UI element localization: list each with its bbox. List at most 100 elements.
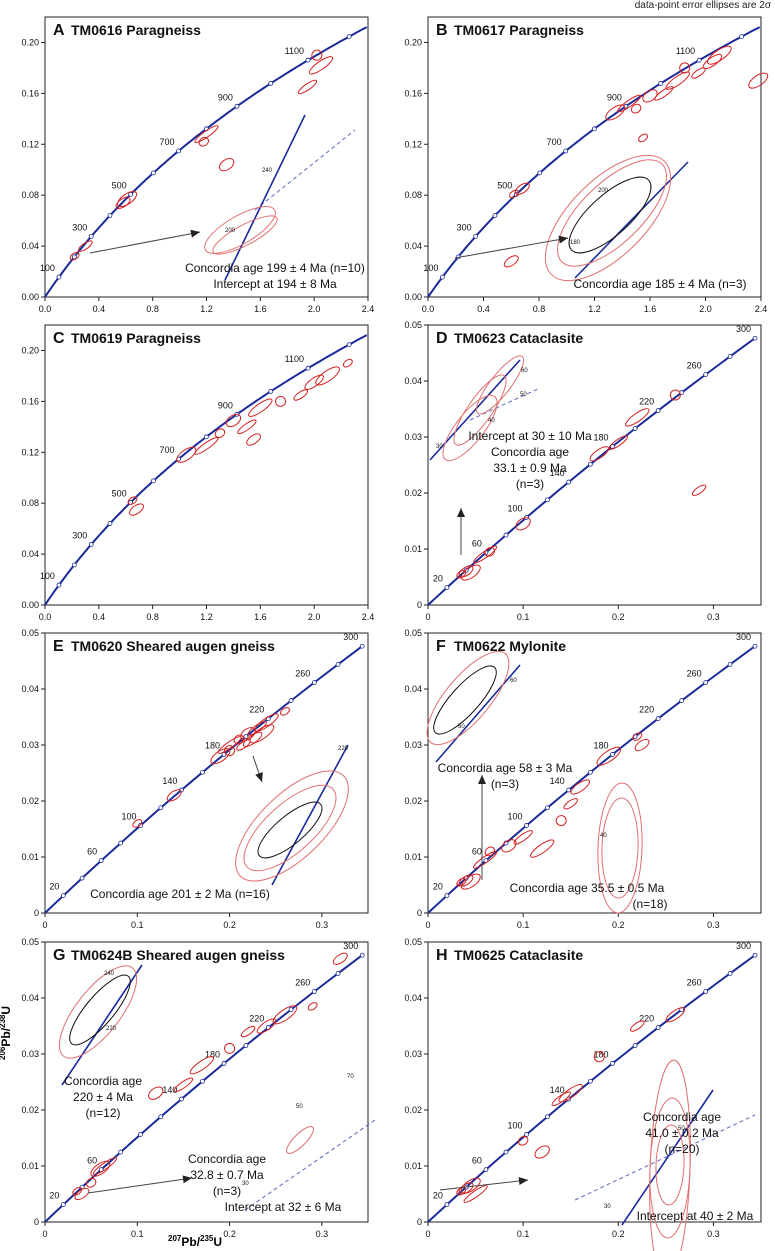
- zoom-arrow: [439, 1179, 529, 1191]
- inset-ellipse: [257, 801, 323, 859]
- zoom-arrow-head: [190, 229, 200, 238]
- inset-ellipse: [453, 374, 507, 446]
- age-marker: [268, 389, 274, 394]
- age-marker: [176, 148, 181, 154]
- concordia-age-label: 20: [433, 574, 443, 584]
- result-text: (n=3): [491, 777, 519, 791]
- panel-b: 0.0 0.4 0.8 1.2 1.6 2.0 2.4 0.00 0.04 0.08 0.12 0.1…: [404, 16, 769, 314]
- age-marker: [268, 81, 274, 86]
- concordia-age-label: 300: [736, 324, 751, 334]
- concordia-age-label: 20: [433, 882, 443, 892]
- concordia-age-label: 180: [594, 740, 609, 750]
- age-marker: [587, 1078, 593, 1084]
- x-tick-label: 0.3: [316, 1229, 329, 1239]
- inset-concordia: [621, 1089, 714, 1226]
- panel-letter: A: [53, 22, 65, 39]
- result-text: Intercept at 194 ± 8 Ma: [213, 277, 337, 291]
- data-ellipse: [308, 56, 334, 75]
- data-ellipse: [529, 839, 555, 858]
- inset-discordia: [469, 387, 541, 421]
- panel-title: TM0616 Paragneiss: [71, 22, 201, 38]
- age-marker: [60, 893, 66, 898]
- data-ellipse: [280, 707, 290, 716]
- age-marker: [203, 434, 209, 440]
- x-tick-label: 0.4: [93, 304, 106, 314]
- data-ellipse: [517, 1135, 529, 1146]
- data-ellipse: [558, 1084, 583, 1103]
- x-tick-label: 0: [425, 920, 430, 930]
- data-ellipse: [293, 389, 308, 401]
- age-marker: [739, 34, 745, 39]
- data-ellipse: [665, 1007, 686, 1023]
- data-ellipse: [630, 1020, 645, 1032]
- data-ellipse: [92, 1157, 118, 1175]
- data-ellipse: [214, 428, 226, 439]
- zoom-arrow-head: [255, 772, 263, 782]
- data-ellipse: [503, 255, 519, 268]
- result-text: Concordia age 199 ± 4 Ma (n=10): [185, 261, 365, 275]
- age-marker: [179, 1096, 184, 1102]
- inset-age-label: 220: [106, 1026, 117, 1032]
- data-ellipse: [463, 1185, 488, 1203]
- age-marker: [151, 170, 156, 176]
- x-tick-label: 0.2: [223, 920, 236, 930]
- y-tick-label: 0.01: [404, 1161, 422, 1171]
- y-tick-label: 0.02: [404, 796, 422, 806]
- result-text: Intercept at 30 ± 10 Ma: [468, 429, 592, 443]
- y-tick-label: 0.16: [404, 88, 422, 98]
- result-text: 220 ± 4 Ma: [73, 1090, 133, 1104]
- inset-age-label: 50: [520, 392, 527, 398]
- panel-letter: D: [436, 330, 448, 347]
- result-text: Intercept at 40 ± 2 Ma: [637, 1209, 754, 1223]
- data-ellipse: [458, 874, 474, 887]
- result-text: (n=3): [213, 1184, 241, 1198]
- age-marker: [138, 1132, 143, 1137]
- age-marker: [118, 840, 124, 846]
- age-marker: [151, 478, 156, 484]
- panel-letter: B: [436, 22, 448, 39]
- age-marker: [524, 1132, 529, 1137]
- plot-frame: [44, 632, 369, 914]
- y-tick-label: 0.04: [404, 684, 422, 694]
- plot-frame: [427, 632, 762, 914]
- zoom-arrow-head: [478, 775, 486, 784]
- y-tick-label: 0.04: [404, 993, 422, 1003]
- age-marker: [503, 1149, 509, 1155]
- inset-age-label: 180: [570, 240, 581, 246]
- inset-age-label: 200: [598, 188, 609, 194]
- y-tick-label: 0.04: [404, 376, 422, 386]
- age-marker: [537, 170, 543, 176]
- concordia-curve: [44, 645, 363, 914]
- concordia-age-label: 100: [423, 263, 438, 273]
- concordia-age-label: 140: [162, 1085, 177, 1095]
- x-tick-label: 1.2: [200, 612, 213, 622]
- panel-title: TM0617 Paragneiss: [454, 22, 584, 38]
- result-text: Concordia age 185 ± 4 Ma (n=3): [573, 277, 746, 291]
- age-marker: [587, 461, 593, 467]
- x-tick-label: 0.1: [517, 920, 530, 930]
- concordia-age-label: 60: [472, 539, 482, 549]
- panel-a: 0.0 0.4 0.8 1.2 1.6 2.0 2.4 0.00 0.04 0.08 0.12 0.1…: [21, 16, 374, 314]
- y-tick-label: 0.00: [404, 292, 422, 302]
- concordia-curve: [427, 337, 756, 606]
- x-tick-label: 0.4: [93, 612, 106, 622]
- data-ellipse: [237, 419, 257, 435]
- result-text: Concordia age: [64, 1074, 142, 1088]
- data-ellipse: [189, 1056, 215, 1075]
- inset-ellipse: [212, 215, 278, 255]
- concordia-age-label: 180: [594, 1049, 609, 1059]
- age-marker: [752, 643, 758, 649]
- y-tick-label: 0.03: [21, 1049, 39, 1059]
- zoom-arrow: [87, 1177, 193, 1194]
- concordia-age-label: 300: [72, 222, 87, 232]
- concordia-age-label: 300: [72, 530, 87, 540]
- age-marker: [288, 1007, 294, 1012]
- data-ellipse: [509, 189, 519, 199]
- data-ellipse: [514, 182, 530, 195]
- age-marker: [610, 1061, 615, 1066]
- data-ellipse: [117, 190, 138, 208]
- y-tick-label: 0.02: [404, 1105, 422, 1115]
- panel-g: 0 0.1 0.2 0.3 0 0.01 0.02 0.03 0.04 0.05 20 60 140 18…: [21, 937, 376, 1239]
- age-marker: [587, 769, 593, 775]
- data-ellipse: [69, 251, 80, 261]
